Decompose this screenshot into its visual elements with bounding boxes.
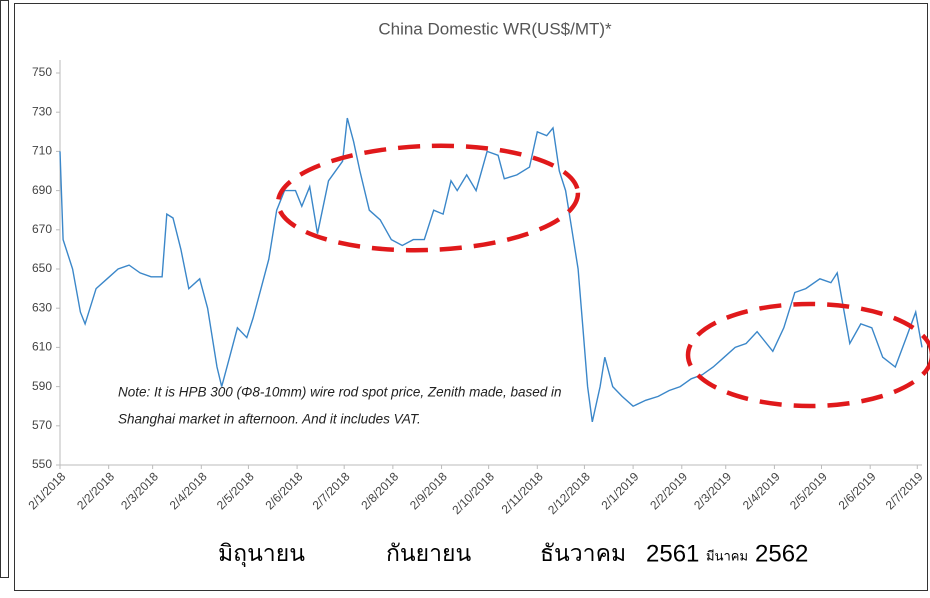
frame — [14, 3, 928, 591]
x-tick-label: 2/2/2019 — [647, 469, 690, 512]
y-tick-label: 570 — [32, 418, 52, 432]
x-tick-label: 2/4/2019 — [740, 469, 783, 512]
x-tick-label: 2/5/2019 — [787, 469, 830, 512]
x-tick-label: 2/5/2018 — [214, 469, 257, 512]
x-tick-label: 2/3/2018 — [118, 469, 161, 512]
x-tick-label: 2/2/2018 — [74, 469, 117, 512]
side-frame — [0, 0, 9, 578]
caption-text: มิถุนายน — [218, 540, 305, 567]
caption-text: ธันวาคม — [540, 540, 626, 566]
y-tick-label: 690 — [32, 183, 52, 197]
chart-title: China Domestic WR(US$/MT)* — [378, 19, 612, 38]
y-tick-label: 590 — [32, 379, 52, 393]
x-tick-label: 2/6/2018 — [263, 469, 306, 512]
x-tick-label: 2/7/2019 — [883, 469, 926, 512]
y-tick-label: 630 — [32, 300, 52, 314]
caption: มิถุนายน กันยายน ธันวาคม 2561 มีนาคม 256… — [218, 540, 808, 567]
x-tick-label: 2/3/2019 — [691, 469, 734, 512]
x-tick-label: 2/1/2018 — [25, 469, 68, 512]
x-tick-label: 2/11/2018 — [499, 469, 546, 516]
caption-text: 2562 — [755, 540, 808, 567]
y-tick-label: 650 — [32, 261, 52, 275]
highlight-ellipse — [275, 143, 581, 253]
y-tick-label: 550 — [32, 457, 52, 471]
y-tick-label: 730 — [32, 104, 52, 118]
annotation: Note: It is HPB 300 (Φ8-10mm) wire rod s… — [118, 385, 561, 400]
x-tick-label: 2/6/2019 — [836, 469, 879, 512]
annotation: Shanghai market in afternoon. And it inc… — [118, 412, 421, 427]
caption-text: 2561 — [646, 540, 699, 567]
highlight-ellipse — [685, 301, 930, 409]
caption-text: มีนาคม — [706, 548, 748, 563]
caption-text: กันยายน — [386, 540, 472, 566]
y-tick-label: 710 — [32, 144, 52, 158]
x-tick-label: 2/9/2018 — [407, 469, 450, 512]
y-tick-label: 750 — [32, 65, 52, 79]
x-tick-label: 2/4/2018 — [167, 469, 210, 512]
x-tick-label: 2/8/2018 — [358, 469, 401, 512]
x-tick-label: 2/12/2018 — [545, 469, 593, 517]
y-tick-label: 670 — [32, 222, 52, 236]
x-tick-label: 2/10/2018 — [449, 469, 497, 517]
x-tick-label: 2/1/2019 — [599, 469, 642, 512]
y-tick-label: 610 — [32, 340, 52, 354]
price-line — [59, 117, 923, 423]
x-tick-label: 2/7/2018 — [310, 469, 353, 512]
